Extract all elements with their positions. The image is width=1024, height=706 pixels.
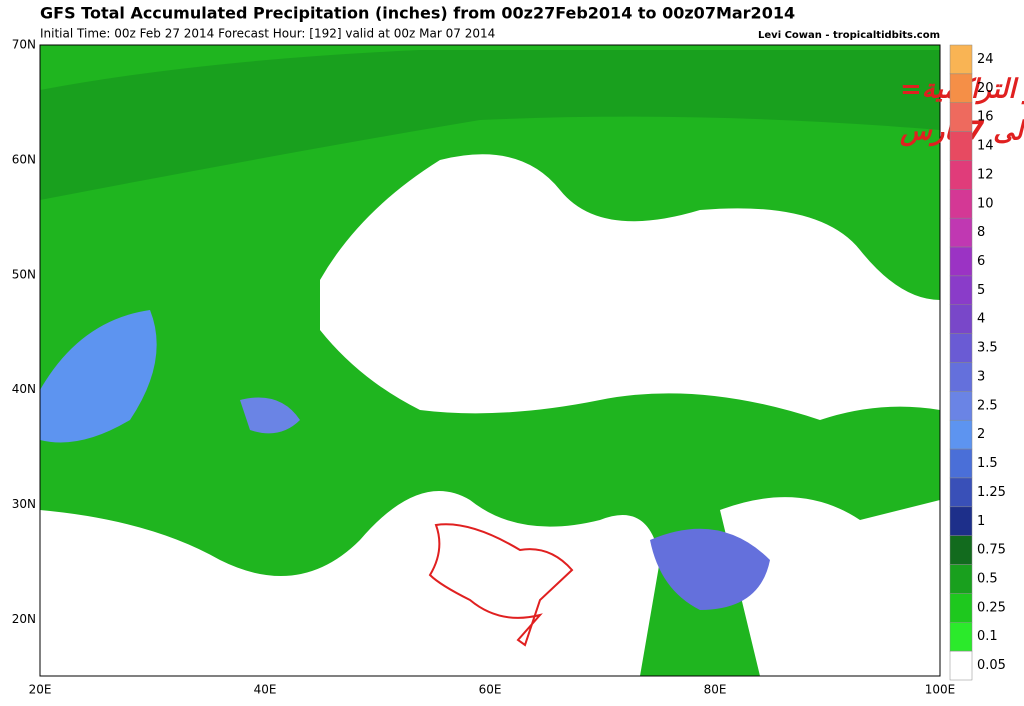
colorbar-cell: [949, 73, 973, 103]
colorbar-cell: [949, 506, 973, 536]
map-frame: [39, 44, 941, 677]
lat-label: 60N: [12, 152, 36, 166]
colorbar-cell: [949, 189, 973, 219]
colorbar-label: 10: [977, 196, 994, 211]
colorbar-cell: [949, 362, 973, 392]
colorbar-label: 0.05: [977, 658, 1006, 673]
subtitle: Initial Time: 00z Feb 27 2014 Forecast H…: [40, 27, 495, 41]
colorbar-cell: [949, 391, 973, 421]
colorbar-label: 3.5: [977, 341, 998, 356]
dry-area: [720, 497, 940, 676]
map: [40, 45, 940, 676]
colorbar-label: 1.25: [977, 485, 1006, 500]
colorbar-cell: [949, 650, 973, 681]
colorbar-label: 5: [977, 283, 985, 298]
lat-label: 70N: [12, 38, 36, 52]
heavy-rain: [40, 310, 157, 443]
colorbar-label: 3: [977, 369, 985, 384]
colorbar-label: 0.1: [977, 629, 998, 644]
colorbar-cell: [949, 477, 973, 508]
colorbar-label: 8: [977, 225, 985, 240]
colorbar-label: 20: [977, 81, 994, 96]
dry-area: [320, 154, 940, 421]
colorbar-cell: [949, 593, 973, 623]
colorbar-label: 0.75: [977, 543, 1006, 558]
heavy-rain: [240, 397, 300, 434]
colorbar-cell: [949, 448, 973, 479]
lat-label: 30N: [12, 497, 36, 511]
colorbar-cell: [949, 131, 973, 161]
heavy-rain: [650, 528, 770, 610]
colorbar-label: 14: [977, 139, 994, 154]
dry-area: [40, 491, 660, 676]
colorbar-cell: [949, 217, 973, 248]
colorbar-label: 1: [977, 514, 985, 529]
colorbar-label: 12: [977, 167, 994, 182]
lon-label: 100E: [925, 683, 956, 697]
colorbar-label: 1.5: [977, 456, 998, 471]
colorbar-label: 0.5: [977, 571, 998, 586]
colorbar-cell: [949, 304, 973, 334]
colorbar-cell: [949, 419, 973, 450]
lat-label: 40N: [12, 382, 36, 396]
lon-label: 40E: [254, 683, 277, 697]
colorbar-cell: [949, 160, 973, 190]
lat-label: 50N: [12, 267, 36, 281]
colorbar-cell: [949, 275, 973, 306]
title: GFS Total Accumulated Precipitation (inc…: [40, 4, 795, 23]
colorbar-label: 4: [977, 312, 985, 327]
colorbar-cell: [949, 564, 973, 594]
colorbar-label: 0.25: [977, 600, 1006, 615]
colorbar-label: 2.5: [977, 398, 998, 413]
colorbar-cell: [949, 44, 973, 75]
colorbar-cell: [949, 333, 973, 363]
credit: Levi Cowan - tropicaltidbits.com: [758, 30, 940, 41]
colorbar-label: 6: [977, 254, 985, 269]
colorbar-label: 2: [977, 427, 985, 442]
colorbar-cell: [949, 102, 973, 132]
rain-area: [40, 50, 940, 200]
lon-label: 80E: [704, 683, 727, 697]
colorbar-label: 16: [977, 110, 994, 125]
colorbar-label: 24: [977, 52, 994, 67]
lon-label: 60E: [479, 683, 502, 697]
lon-label: 20E: [29, 683, 52, 697]
hand-drawn-outline: [428, 523, 574, 647]
colorbar-cell: [949, 535, 973, 565]
lat-label: 20N: [12, 612, 36, 626]
colorbar-cell: [949, 622, 973, 652]
colorbar-cell: [949, 246, 973, 277]
